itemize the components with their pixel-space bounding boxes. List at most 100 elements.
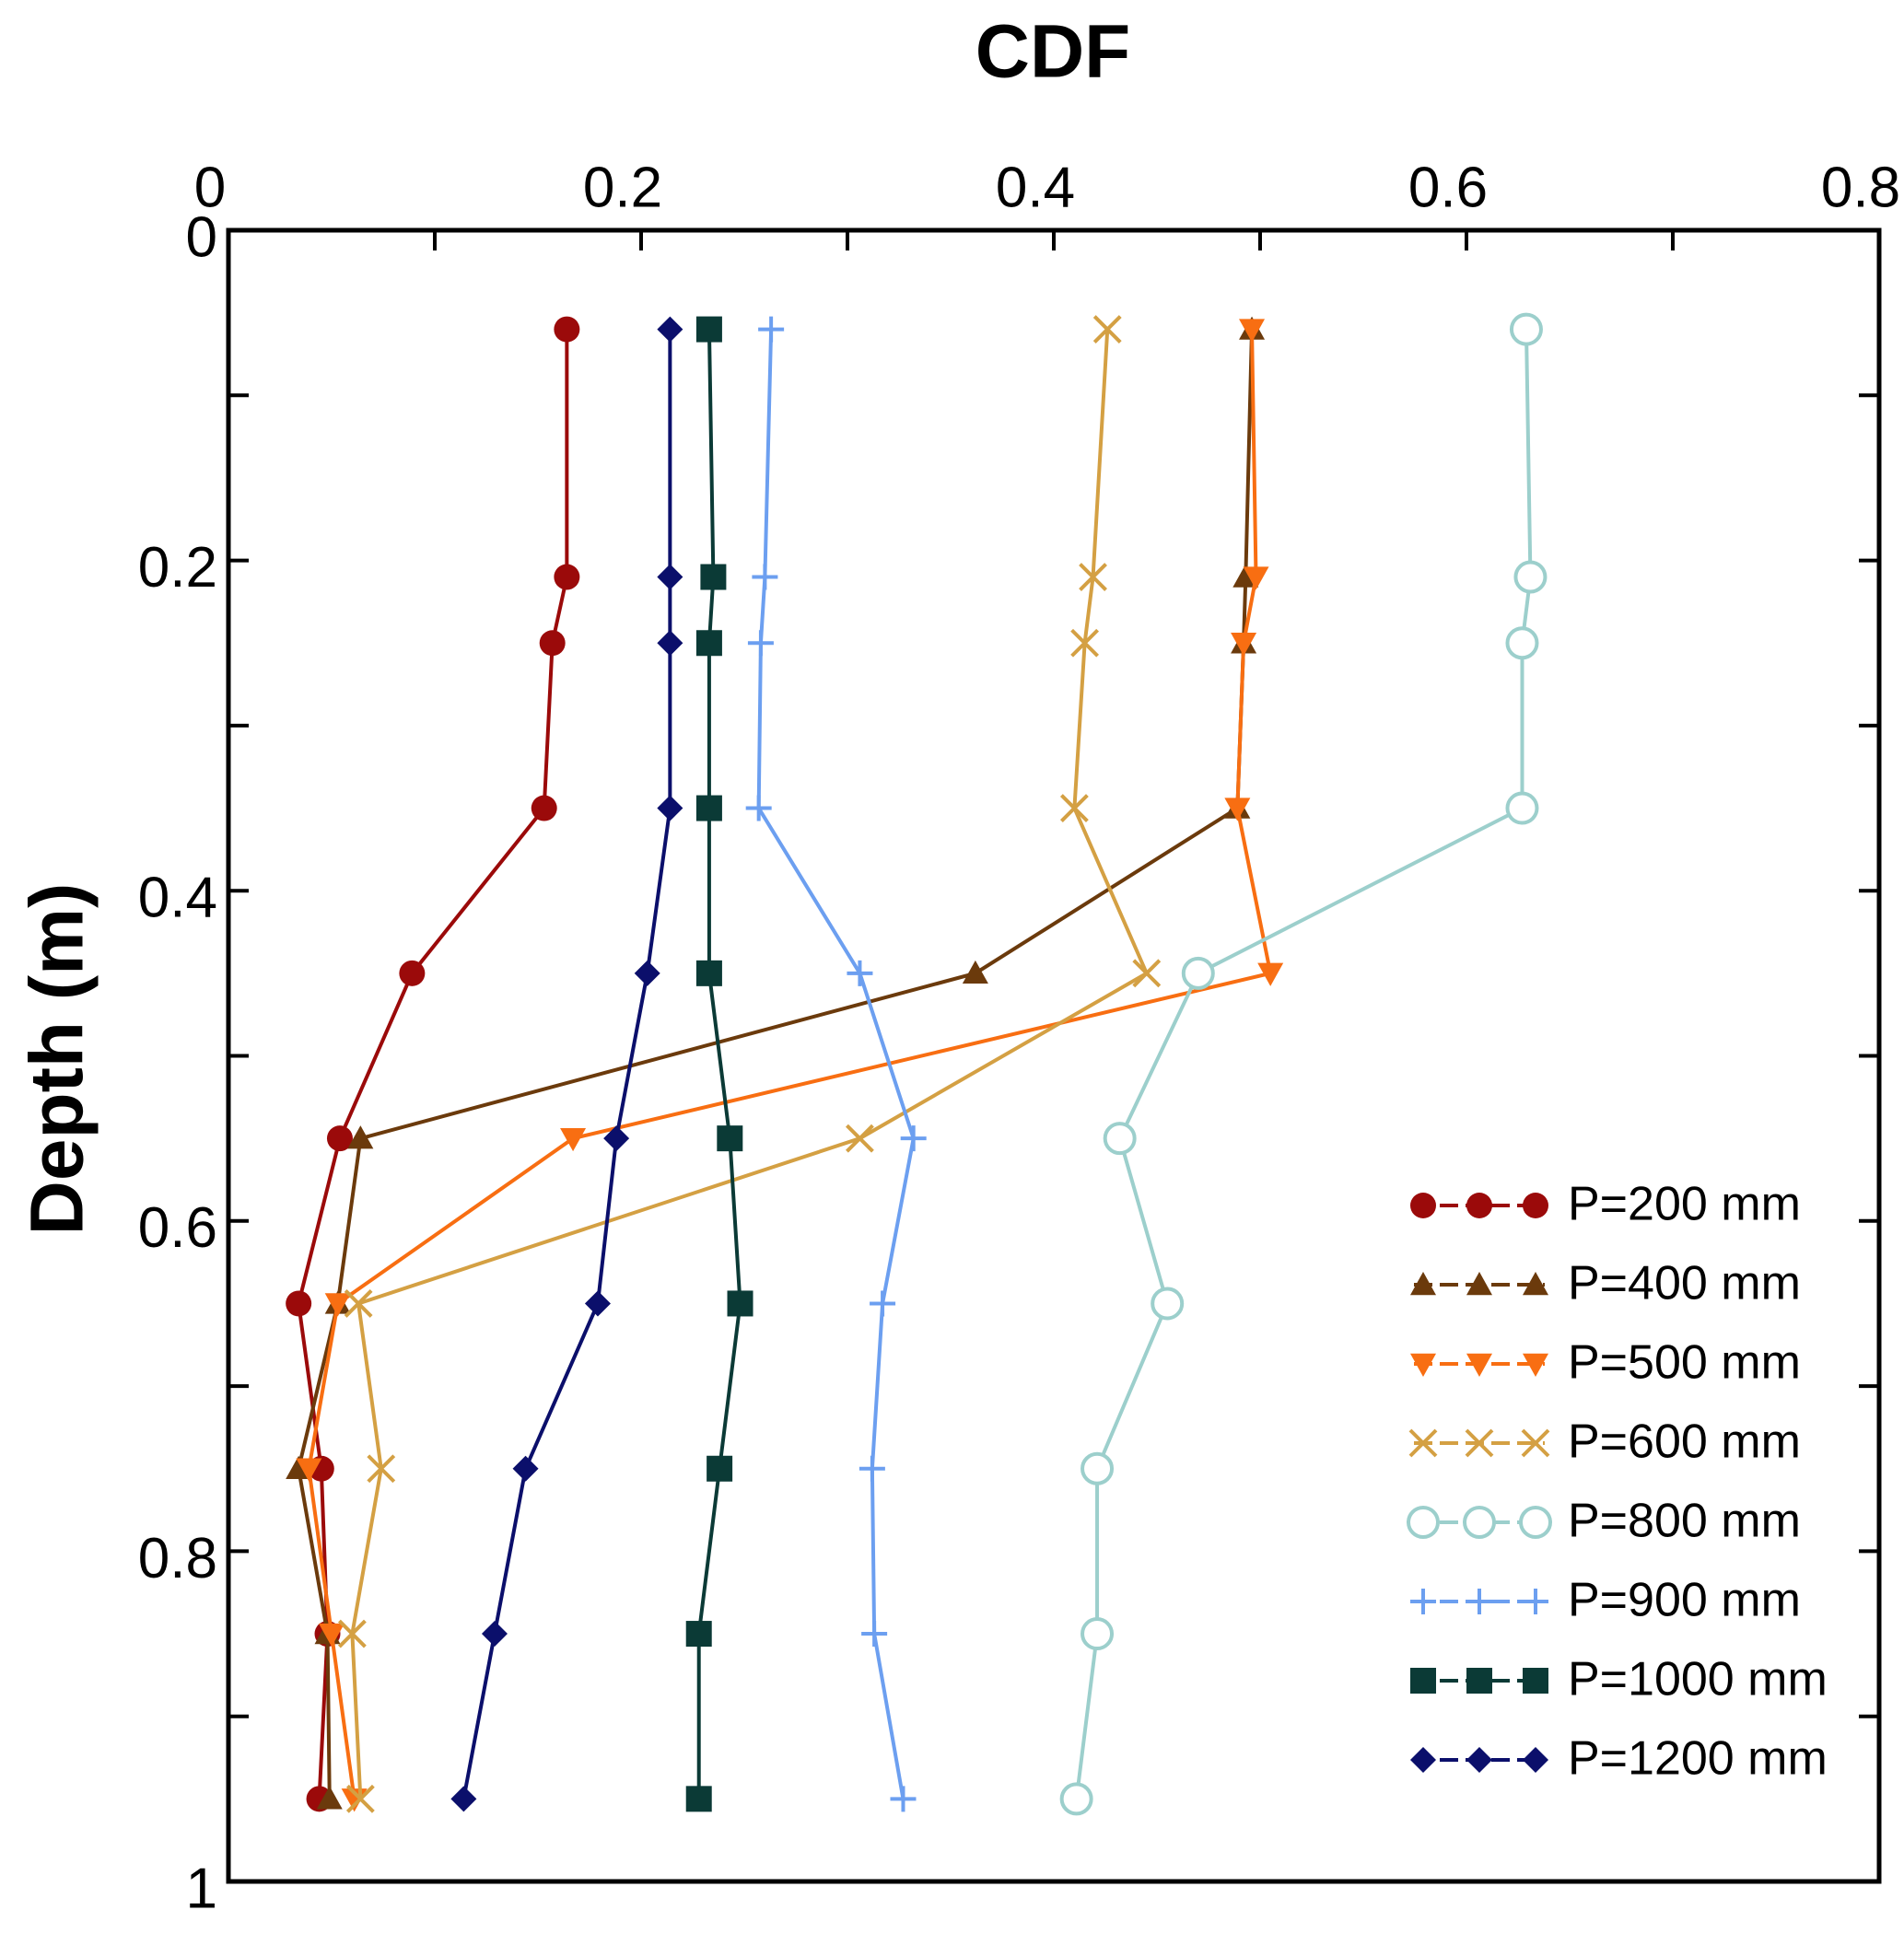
marker [1080, 1451, 1115, 1485]
x-tick-label: 0.2 [583, 156, 662, 219]
legend-entry: P=800 mm [1407, 1495, 1801, 1548]
marker [1523, 1747, 1548, 1773]
marker [1103, 1122, 1137, 1156]
y-axis-title: Depth (m) [16, 883, 99, 1236]
marker [1059, 1782, 1093, 1816]
marker [1523, 1668, 1548, 1694]
legend-entry: P=1000 mm [1410, 1653, 1828, 1706]
y-tick-label: 0.2 [138, 536, 217, 600]
y-tick-label: 0.8 [138, 1527, 217, 1590]
marker [847, 960, 873, 986]
marker [727, 1290, 753, 1317]
marker [1410, 1353, 1436, 1377]
marker [316, 1786, 343, 1810]
marker [1132, 959, 1162, 988]
series [745, 316, 927, 1812]
marker [1257, 962, 1284, 986]
marker [870, 1290, 896, 1317]
series-line [1074, 329, 1533, 1799]
marker [296, 1458, 322, 1482]
marker [1466, 1353, 1492, 1377]
marker [324, 1293, 351, 1317]
marker [695, 960, 722, 986]
marker [1080, 1617, 1115, 1651]
marker [1466, 1272, 1492, 1296]
marker [1463, 1506, 1496, 1539]
marker [1070, 628, 1100, 658]
marker [707, 1455, 733, 1482]
marker [1239, 319, 1266, 343]
series-line [297, 329, 1255, 1799]
marker [890, 1786, 917, 1812]
marker [758, 316, 785, 343]
marker [1509, 312, 1543, 346]
series [337, 315, 1162, 1813]
marker [560, 1127, 587, 1152]
marker [319, 1623, 345, 1648]
series-line [696, 329, 742, 1799]
marker [1521, 1428, 1550, 1458]
marker [286, 1290, 312, 1317]
marker [1243, 566, 1269, 590]
legend-label: P=1200 mm [1568, 1732, 1828, 1786]
marker [584, 1290, 611, 1317]
marker [399, 960, 426, 986]
marker [1523, 1353, 1548, 1377]
legend-entry: P=400 mm [1410, 1257, 1801, 1310]
y-tick-label: 0.4 [138, 867, 217, 930]
legend-label: P=800 mm [1568, 1495, 1801, 1548]
series-line [461, 329, 672, 1799]
marker [1523, 1272, 1548, 1296]
marker [1092, 315, 1122, 344]
marker [1059, 794, 1089, 822]
marker [1466, 1589, 1492, 1614]
marker [745, 795, 772, 821]
marker [1505, 791, 1539, 825]
series [1059, 312, 1548, 1816]
marker [1513, 560, 1548, 594]
marker [846, 1124, 874, 1153]
marker [1079, 563, 1107, 591]
marker [962, 960, 988, 984]
series [286, 316, 1266, 1810]
legend-label: P=600 mm [1568, 1415, 1801, 1469]
chart-title: CDF [975, 10, 1131, 94]
marker [1410, 1272, 1436, 1296]
marker [347, 1125, 374, 1149]
marker [554, 316, 580, 343]
marker [1523, 1193, 1548, 1218]
series-line [350, 329, 1150, 1799]
x-tick-label: 0.8 [1821, 156, 1900, 219]
series [450, 316, 683, 1812]
series-line [297, 329, 569, 1799]
marker [367, 1454, 396, 1484]
legend-label: P=400 mm [1568, 1257, 1801, 1310]
x-tick-label: 0 [194, 156, 226, 219]
marker [1466, 1747, 1492, 1773]
marker [1519, 1506, 1552, 1539]
marker [1151, 1287, 1185, 1321]
marker [695, 316, 722, 343]
marker [747, 630, 774, 657]
marker [1231, 633, 1257, 657]
marker [717, 1125, 743, 1152]
marker [1181, 956, 1215, 990]
legend-label: P=500 mm [1568, 1336, 1801, 1390]
marker [657, 316, 683, 343]
series [296, 319, 1284, 1812]
marker [695, 630, 722, 657]
marker [481, 1621, 508, 1648]
marker [554, 564, 580, 590]
marker [450, 1786, 477, 1812]
x-tick-label: 0.6 [1408, 156, 1488, 219]
marker [685, 1621, 712, 1648]
legend-entry: P=200 mm [1410, 1178, 1801, 1231]
marker [539, 630, 566, 657]
marker [657, 795, 683, 821]
marker [1407, 1506, 1440, 1539]
marker [900, 1125, 927, 1152]
marker [1224, 798, 1251, 821]
marker [1465, 1428, 1494, 1458]
